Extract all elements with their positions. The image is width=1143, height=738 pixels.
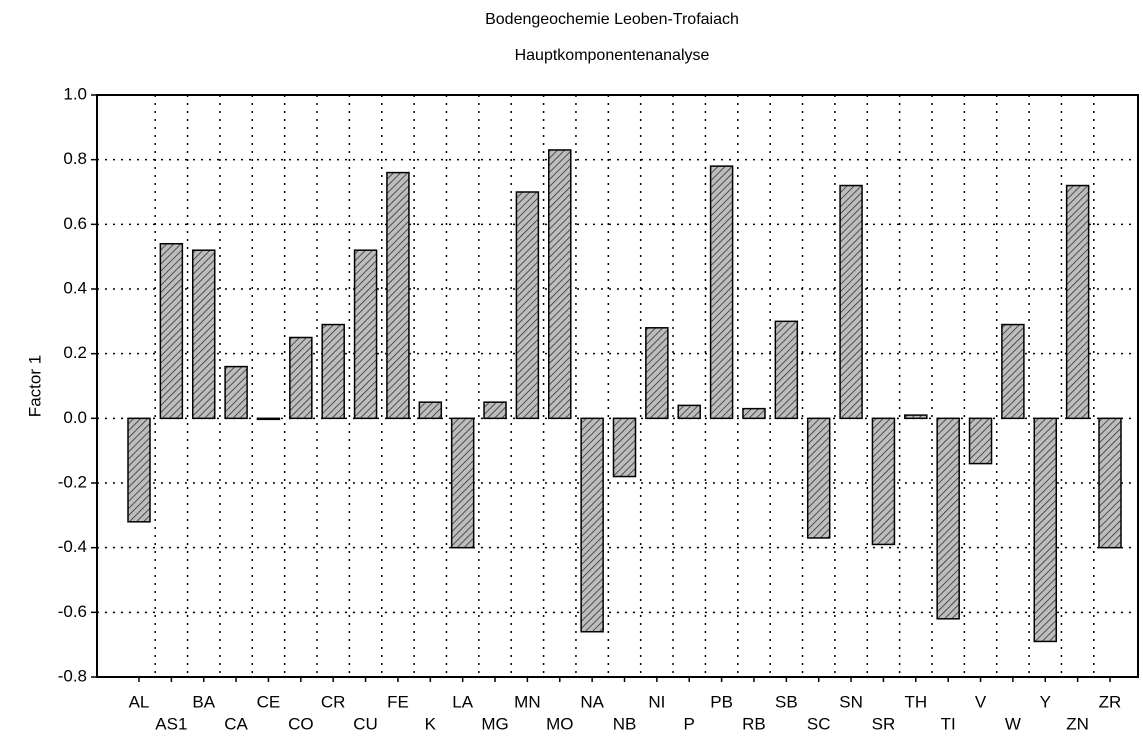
x-tick-label: SB bbox=[775, 692, 798, 711]
bar bbox=[289, 336, 313, 420]
x-tick-label: MN bbox=[514, 692, 540, 711]
bar bbox=[386, 171, 410, 420]
y-axis-label: Factor 1 bbox=[25, 355, 44, 417]
bar bbox=[1001, 323, 1025, 420]
bar bbox=[806, 417, 831, 539]
bar bbox=[321, 323, 345, 420]
x-tick-label: K bbox=[425, 714, 437, 733]
bar bbox=[159, 242, 184, 420]
x-tick-label: LA bbox=[452, 692, 473, 711]
x-tick-label: V bbox=[975, 692, 987, 711]
bar bbox=[871, 417, 896, 546]
bar bbox=[224, 365, 248, 420]
chart-title: Bodengeochemie Leoben-Trofaiach bbox=[485, 11, 739, 28]
x-tick-label: CU bbox=[353, 714, 378, 733]
x-tick-label: FE bbox=[387, 692, 409, 711]
x-tick-label: P bbox=[684, 714, 695, 733]
bar bbox=[742, 407, 766, 420]
x-tick-label: SC bbox=[807, 714, 831, 733]
y-tick-label: -0.2 bbox=[58, 472, 87, 491]
x-tick-label: AS1 bbox=[155, 714, 187, 733]
bar bbox=[483, 401, 507, 420]
chart-subtitle: Hauptkomponentenanalyse bbox=[515, 47, 710, 64]
bar bbox=[612, 417, 637, 478]
bar bbox=[548, 149, 572, 420]
y-tick-label: -0.4 bbox=[58, 537, 87, 556]
bar bbox=[839, 184, 863, 420]
bar bbox=[580, 417, 604, 633]
x-tick-label: MG bbox=[481, 714, 508, 733]
y-tick-label: 1.0 bbox=[63, 84, 87, 103]
x-tick-label: W bbox=[1005, 714, 1021, 733]
x-tick-label: Y bbox=[1040, 692, 1051, 711]
x-tick-label: SR bbox=[872, 714, 896, 733]
y-tick-label: 0.0 bbox=[63, 408, 87, 427]
bar bbox=[515, 191, 540, 420]
x-tick-label: CA bbox=[224, 714, 248, 733]
x-tick-label: PB bbox=[710, 692, 733, 711]
x-tick-label: CE bbox=[257, 692, 281, 711]
x-tick-label: NA bbox=[580, 692, 604, 711]
bar bbox=[709, 165, 734, 420]
bar bbox=[1033, 417, 1058, 643]
y-tick-label: -0.8 bbox=[58, 666, 87, 685]
y-tick-label: 0.2 bbox=[63, 343, 87, 362]
bar bbox=[904, 414, 928, 420]
bar bbox=[1065, 184, 1090, 420]
bar bbox=[353, 249, 378, 420]
x-tick-label: ZR bbox=[1099, 692, 1122, 711]
y-tick-label: 0.6 bbox=[63, 214, 87, 233]
x-tick-label: RB bbox=[742, 714, 766, 733]
bar bbox=[774, 320, 799, 420]
x-tick-label: BA bbox=[192, 692, 215, 711]
bar bbox=[127, 417, 151, 523]
x-tick-label: NI bbox=[648, 692, 665, 711]
x-tick-label: CR bbox=[321, 692, 346, 711]
y-tick-label: 0.8 bbox=[63, 149, 87, 168]
plot-frame bbox=[96, 94, 1139, 678]
x-tick-label: SN bbox=[839, 692, 863, 711]
bar bbox=[256, 417, 281, 421]
bar bbox=[677, 404, 701, 420]
x-tick-label: MO bbox=[546, 714, 573, 733]
bar bbox=[968, 417, 993, 465]
x-tick-label: NB bbox=[613, 714, 637, 733]
x-tick-label: CO bbox=[288, 714, 314, 733]
x-tick-label: TH bbox=[904, 692, 927, 711]
x-tick-label: ZN bbox=[1066, 714, 1089, 733]
bar bbox=[191, 249, 216, 420]
y-tick-label: -0.6 bbox=[58, 602, 87, 621]
bar bbox=[450, 417, 475, 549]
bar bbox=[1098, 417, 1122, 549]
x-tick-label: AL bbox=[129, 692, 150, 711]
bar bbox=[418, 401, 443, 420]
y-tick-label: 0.4 bbox=[63, 278, 87, 297]
x-tick-label: TI bbox=[941, 714, 956, 733]
bar bbox=[936, 417, 960, 620]
bar bbox=[645, 327, 669, 420]
